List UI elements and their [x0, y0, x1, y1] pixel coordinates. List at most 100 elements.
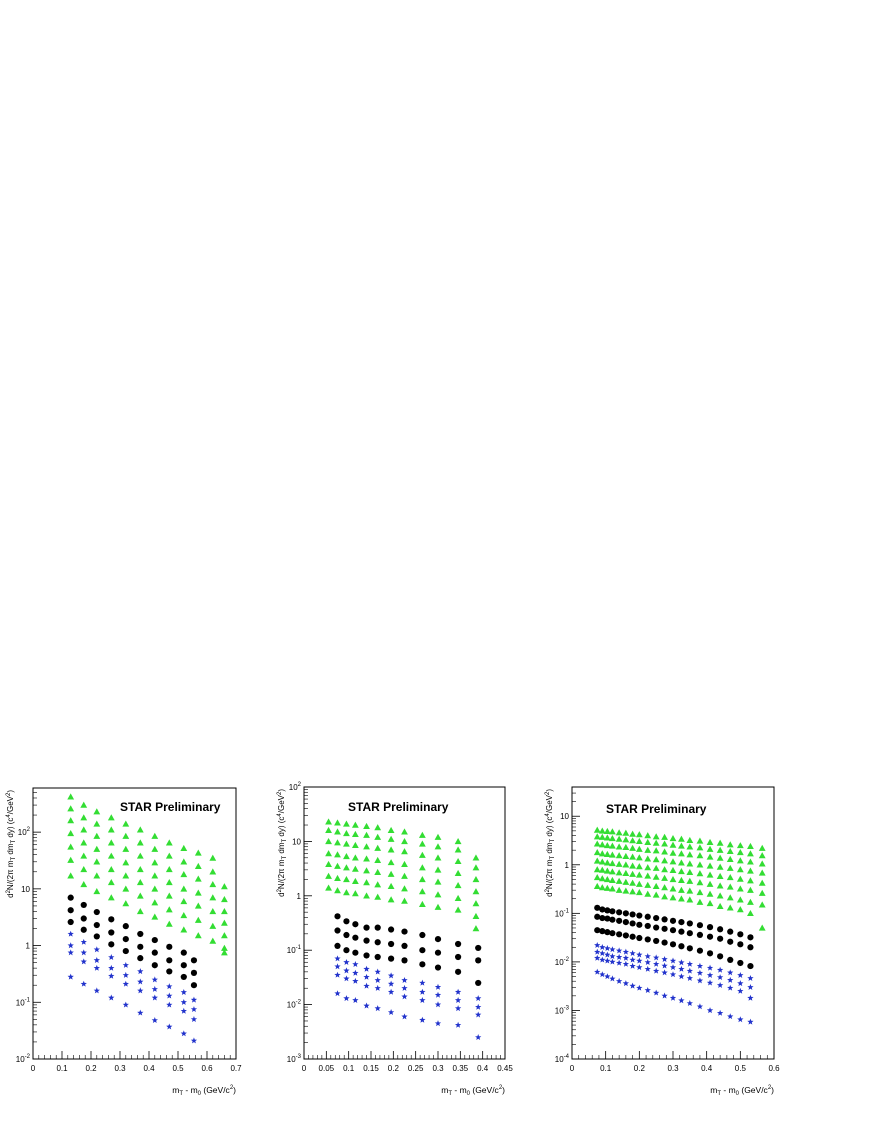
- data-point-triangle: [615, 886, 623, 893]
- data-point-star: [93, 956, 100, 963]
- data-point-star: [696, 977, 704, 984]
- data-point-circle: [622, 932, 629, 939]
- data-point-triangle: [194, 889, 202, 896]
- data-point-triangle: [615, 877, 623, 884]
- data-point-circle: [80, 926, 87, 933]
- data-point-circle: [151, 962, 158, 969]
- data-point-star: [93, 964, 100, 971]
- data-point-star: [166, 1001, 173, 1008]
- data-point-triangle: [221, 932, 228, 939]
- data-point-star: [363, 973, 370, 980]
- data-point-star: [636, 951, 643, 958]
- data-point-triangle: [107, 826, 115, 833]
- data-point-triangle: [80, 839, 88, 846]
- data-point-triangle: [472, 876, 480, 883]
- data-point-triangle: [686, 868, 694, 876]
- data-point-triangle: [401, 860, 408, 867]
- x-tick-label: 0.7: [230, 1064, 242, 1073]
- data-point-triangle: [747, 898, 754, 905]
- data-point-circle: [190, 969, 198, 976]
- data-point-star: [716, 966, 724, 973]
- x-tick-label: 0.2: [634, 1064, 646, 1073]
- data-point-triangle: [151, 885, 159, 892]
- data-point-triangle: [180, 870, 188, 878]
- data-point-triangle: [374, 856, 382, 863]
- y-tick-label: 10-4: [555, 1054, 570, 1064]
- data-point-triangle: [325, 860, 332, 867]
- data-point-triangle: [209, 908, 217, 915]
- data-point-star: [387, 988, 395, 995]
- x-tick-label: 0.6: [768, 1064, 780, 1073]
- data-point-star: [151, 1017, 158, 1024]
- data-point-triangle: [472, 900, 480, 907]
- data-point-triangle: [622, 829, 630, 836]
- data-point-circle: [108, 916, 115, 923]
- y-tick-label: 10: [560, 812, 569, 821]
- data-point-triangle: [418, 888, 426, 895]
- data-point-circle: [616, 909, 623, 916]
- x-axis-label: mT - m0 (GeV/c2): [441, 1085, 505, 1097]
- data-point-star: [80, 949, 87, 956]
- data-point-star: [727, 976, 734, 983]
- data-point-triangle: [387, 846, 395, 853]
- data-point-triangle: [686, 896, 694, 903]
- data-point-triangle: [363, 831, 370, 838]
- data-point-triangle: [363, 843, 370, 850]
- data-point-triangle: [706, 890, 714, 897]
- data-point-triangle: [652, 882, 660, 890]
- data-point-triangle: [80, 826, 88, 833]
- data-point-star: [67, 942, 74, 949]
- x-tick-label: 0.5: [735, 1064, 747, 1073]
- data-point-triangle: [598, 850, 606, 857]
- data-point-circle: [636, 912, 643, 919]
- data-point-circle: [706, 924, 714, 931]
- data-point-circle: [180, 949, 187, 956]
- x-tick-label: 0.2: [388, 1064, 400, 1073]
- data-point-circle: [67, 894, 74, 901]
- data-point-triangle: [609, 851, 616, 858]
- data-point-triangle: [696, 888, 704, 896]
- data-point-triangle: [736, 848, 744, 856]
- data-point-triangle: [165, 866, 173, 873]
- data-point-triangle: [593, 882, 601, 890]
- data-point-triangle: [678, 850, 685, 857]
- data-point-star: [374, 976, 381, 983]
- data-point-star: [661, 962, 668, 969]
- data-point-star: [363, 1002, 370, 1009]
- data-point-triangle: [454, 838, 462, 845]
- data-point-triangle: [747, 850, 754, 857]
- data-point-circle: [678, 943, 685, 950]
- data-point-circle: [622, 910, 629, 917]
- data-point-triangle: [758, 852, 766, 859]
- data-point-star: [737, 971, 744, 978]
- data-point-triangle: [661, 884, 668, 891]
- data-point-circle: [93, 908, 100, 916]
- data-point-star: [454, 1005, 462, 1012]
- data-point-triangle: [93, 888, 101, 895]
- data-point-star: [622, 948, 630, 955]
- data-point-star: [108, 964, 115, 971]
- data-point-triangle: [107, 878, 115, 886]
- data-point-triangle: [615, 829, 623, 836]
- x-tick-label: 0.2: [85, 1064, 97, 1073]
- data-point-circle: [434, 949, 442, 956]
- data-point-triangle: [736, 857, 744, 864]
- data-point-triangle: [716, 839, 724, 846]
- data-point-circle: [108, 941, 115, 948]
- data-point-star: [609, 958, 616, 965]
- chart-panel-2: 0 0.05 0.1 0.15 0.2 0.25 0.3 0.35 0.4 0.45 10-3 10-…: [277, 782, 513, 1097]
- data-point-star: [747, 974, 754, 981]
- data-point-star: [122, 980, 129, 987]
- data-point-circle: [686, 945, 693, 952]
- data-point-triangle: [669, 834, 677, 842]
- data-point-circle: [419, 947, 426, 954]
- data-point-circle: [706, 950, 714, 957]
- data-point-circle: [401, 957, 408, 964]
- data-point-star: [343, 967, 350, 974]
- data-point-circle: [80, 915, 87, 922]
- data-point-triangle: [669, 841, 677, 848]
- data-point-triangle: [644, 864, 652, 871]
- data-point-star: [669, 994, 677, 1001]
- data-point-triangle: [122, 820, 130, 827]
- data-point-triangle: [598, 833, 606, 840]
